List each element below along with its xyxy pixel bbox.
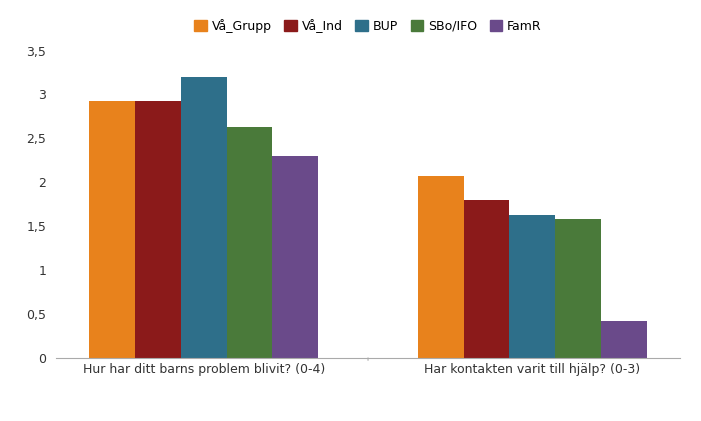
Bar xyxy=(601,321,647,358)
Bar xyxy=(510,215,555,358)
Bar xyxy=(273,156,318,358)
Legend: Vå_Grupp, Vå_Ind, BUP, SBo/IFO, FamR: Vå_Grupp, Vå_Ind, BUP, SBo/IFO, FamR xyxy=(189,14,547,38)
Bar xyxy=(418,176,463,358)
Bar xyxy=(89,101,135,358)
Bar xyxy=(555,219,601,358)
Bar xyxy=(463,200,510,358)
Bar xyxy=(226,127,273,358)
Bar xyxy=(181,77,226,358)
Bar xyxy=(135,101,181,358)
